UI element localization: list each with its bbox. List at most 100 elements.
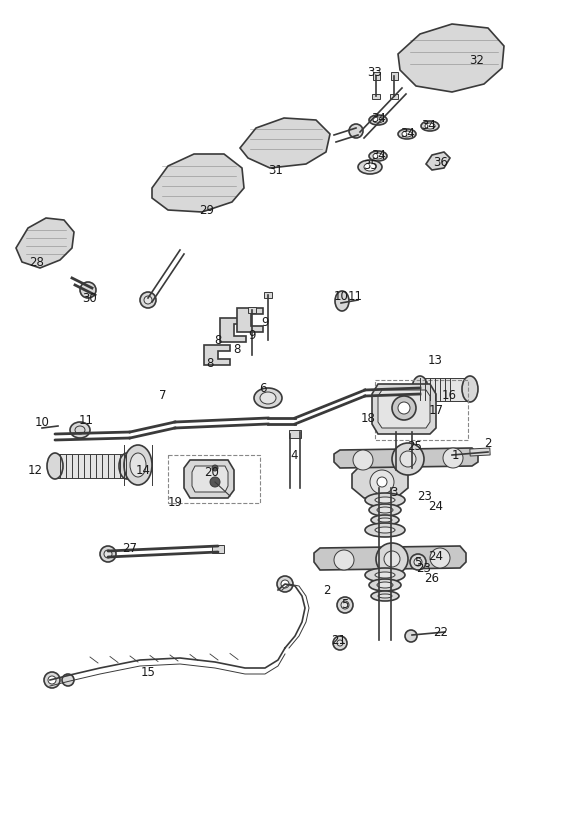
- Text: 8: 8: [233, 343, 241, 355]
- Polygon shape: [352, 466, 408, 498]
- Ellipse shape: [369, 115, 387, 125]
- Text: 3: 3: [390, 485, 398, 499]
- Ellipse shape: [371, 515, 399, 525]
- Circle shape: [430, 548, 450, 568]
- Circle shape: [62, 674, 74, 686]
- Text: 29: 29: [199, 204, 215, 217]
- Polygon shape: [16, 218, 74, 268]
- Bar: [390, 93, 398, 99]
- Bar: [212, 545, 224, 553]
- Text: 10: 10: [333, 289, 349, 302]
- Circle shape: [377, 477, 387, 487]
- Polygon shape: [237, 308, 263, 332]
- Text: 26: 26: [424, 573, 440, 586]
- Polygon shape: [334, 448, 478, 468]
- Polygon shape: [152, 154, 244, 212]
- Ellipse shape: [369, 579, 401, 591]
- Polygon shape: [314, 546, 466, 570]
- Circle shape: [384, 551, 400, 567]
- Circle shape: [337, 640, 343, 646]
- Ellipse shape: [375, 572, 395, 578]
- Ellipse shape: [377, 582, 393, 588]
- Ellipse shape: [462, 376, 478, 402]
- Ellipse shape: [373, 153, 383, 159]
- Ellipse shape: [373, 117, 383, 123]
- Text: 23: 23: [417, 489, 433, 503]
- Circle shape: [392, 396, 416, 420]
- Circle shape: [405, 630, 417, 642]
- Ellipse shape: [378, 594, 392, 598]
- Bar: [372, 93, 380, 99]
- Bar: [248, 307, 256, 313]
- Bar: [470, 448, 490, 456]
- Text: 28: 28: [30, 255, 44, 269]
- Polygon shape: [220, 318, 246, 342]
- Text: 2: 2: [323, 583, 331, 597]
- Ellipse shape: [365, 568, 405, 582]
- Ellipse shape: [254, 388, 282, 408]
- Circle shape: [376, 543, 408, 575]
- Bar: [289, 430, 301, 438]
- Text: 22: 22: [434, 625, 448, 639]
- Text: 11: 11: [347, 289, 363, 302]
- Ellipse shape: [371, 591, 399, 601]
- Text: 9: 9: [261, 316, 269, 329]
- Ellipse shape: [364, 163, 376, 171]
- Bar: [393, 466, 399, 474]
- Circle shape: [370, 470, 394, 494]
- Text: 24: 24: [429, 550, 444, 563]
- Ellipse shape: [365, 493, 405, 507]
- Circle shape: [210, 477, 220, 487]
- Text: 19: 19: [167, 495, 182, 508]
- Ellipse shape: [335, 291, 349, 311]
- Text: 1: 1: [451, 448, 459, 461]
- Ellipse shape: [375, 497, 395, 503]
- Text: 35: 35: [364, 158, 378, 171]
- Ellipse shape: [421, 121, 439, 131]
- Text: 24: 24: [429, 499, 444, 513]
- Text: 32: 32: [469, 54, 484, 67]
- Ellipse shape: [425, 123, 435, 129]
- Polygon shape: [372, 384, 436, 434]
- Circle shape: [281, 580, 289, 588]
- Circle shape: [104, 550, 112, 558]
- Circle shape: [100, 546, 116, 562]
- Text: 36: 36: [434, 156, 448, 168]
- Text: 20: 20: [205, 466, 219, 479]
- Text: 34: 34: [371, 111, 387, 124]
- Text: 23: 23: [417, 563, 431, 575]
- Text: 25: 25: [408, 439, 423, 452]
- Bar: [264, 292, 272, 298]
- Circle shape: [333, 636, 347, 650]
- Circle shape: [410, 554, 426, 570]
- Text: 15: 15: [141, 666, 156, 678]
- Circle shape: [44, 672, 60, 688]
- Text: 34: 34: [401, 127, 416, 139]
- Text: 8: 8: [215, 334, 222, 347]
- Ellipse shape: [402, 131, 412, 137]
- Ellipse shape: [369, 504, 401, 516]
- Circle shape: [334, 550, 354, 570]
- Ellipse shape: [130, 453, 146, 477]
- Text: 10: 10: [34, 415, 50, 428]
- Text: 12: 12: [27, 464, 43, 476]
- Circle shape: [443, 448, 463, 468]
- Text: 21: 21: [332, 634, 346, 647]
- Bar: [409, 464, 415, 472]
- Text: 34: 34: [422, 119, 437, 132]
- Circle shape: [341, 601, 349, 609]
- Text: 31: 31: [269, 163, 283, 176]
- Circle shape: [392, 443, 424, 475]
- Polygon shape: [184, 460, 234, 498]
- Ellipse shape: [47, 453, 63, 479]
- Ellipse shape: [365, 523, 405, 537]
- Text: 8: 8: [206, 357, 214, 369]
- Text: 14: 14: [135, 464, 150, 476]
- Text: 5: 5: [415, 555, 422, 569]
- Bar: [373, 72, 380, 80]
- Text: 9: 9: [248, 329, 256, 341]
- Text: 11: 11: [79, 414, 93, 427]
- Ellipse shape: [412, 376, 428, 402]
- Text: 4: 4: [290, 448, 298, 461]
- Polygon shape: [192, 466, 228, 492]
